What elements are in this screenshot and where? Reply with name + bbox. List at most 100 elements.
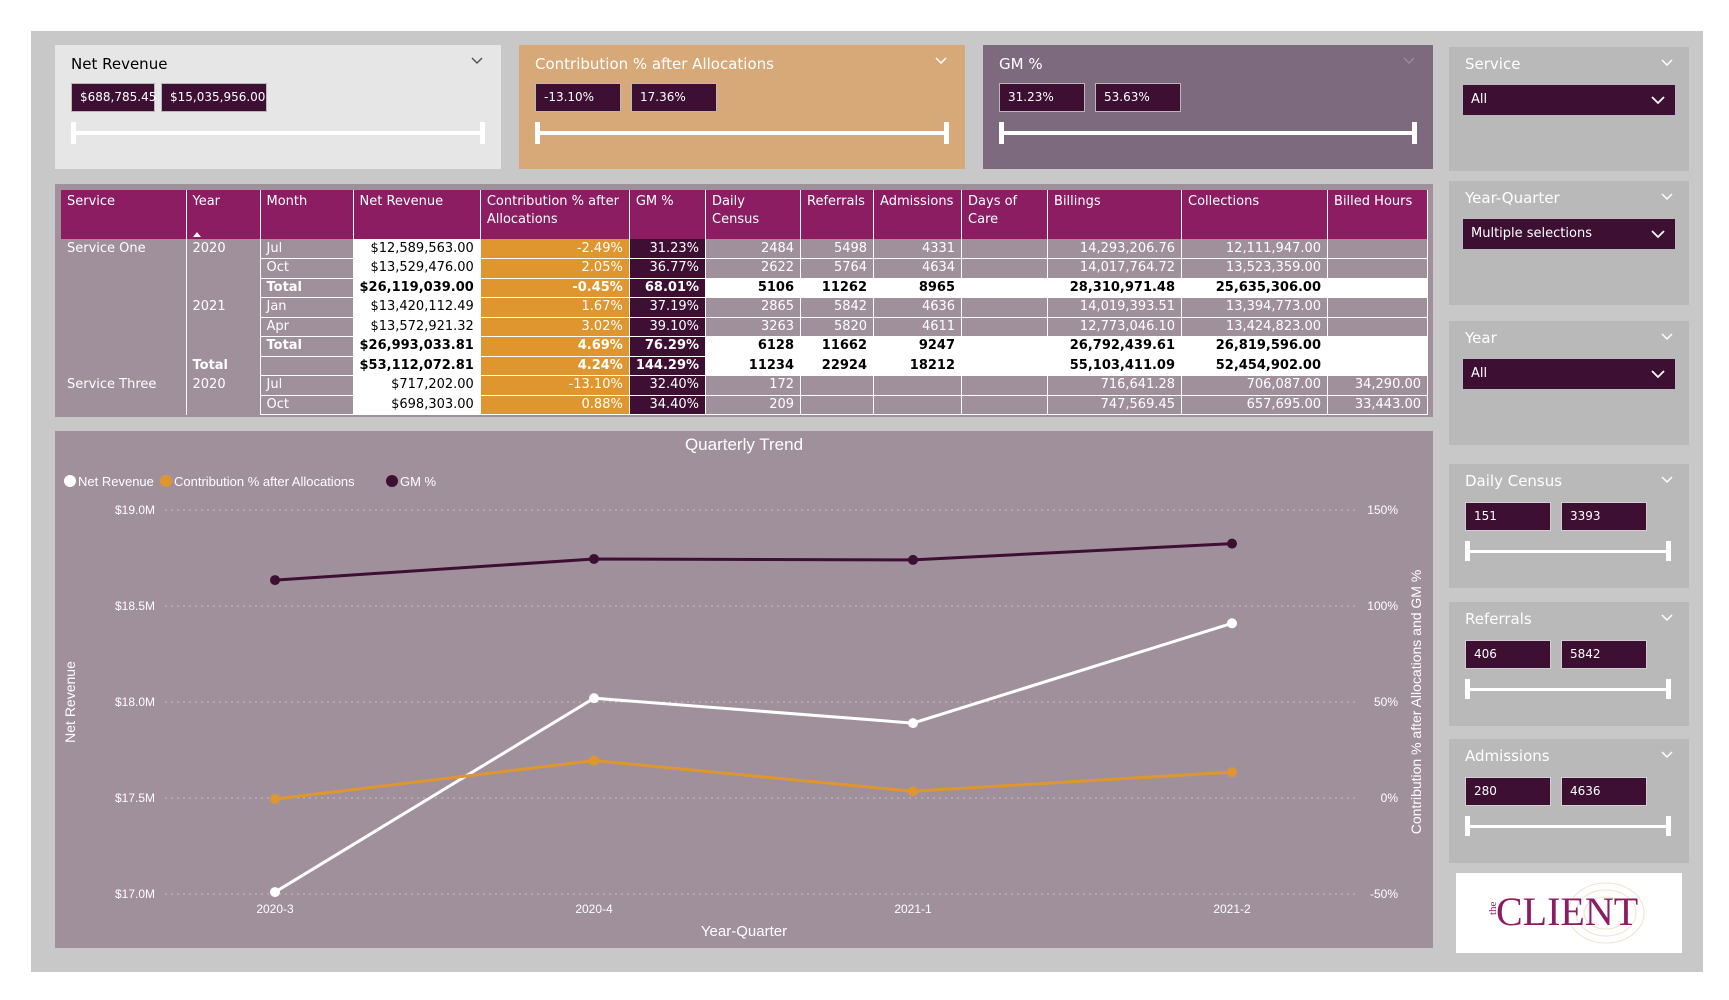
table-cell: 14,293,206.76 [1047, 239, 1183, 259]
table-cell: 13,394,773.00 [1181, 297, 1329, 318]
range-max-handle[interactable] [1666, 541, 1671, 561]
column-header[interactable]: Year [186, 190, 261, 239]
chevron-down-icon[interactable] [1659, 610, 1675, 626]
range-min-handle[interactable] [1465, 816, 1470, 836]
gm-percent-slicer[interactable]: GM % 31.23% 53.63% [983, 45, 1433, 169]
chevron-down-icon[interactable] [1659, 189, 1675, 205]
column-header[interactable]: Admissions [873, 190, 963, 239]
range-track[interactable] [1465, 688, 1671, 691]
daily-census-slicer[interactable]: Daily Census 151 3393 [1449, 464, 1689, 588]
table-row[interactable]: Oct $698,303.00 0.88% 34.40% 209 747,569.45 65… [61, 395, 1429, 415]
year-slicer[interactable]: Year All [1449, 321, 1689, 445]
max-value-box[interactable]: 5842 [1561, 640, 1647, 669]
table-row[interactable]: Service One 2020 Jul $12,589,563.00 -2.49% 31… [61, 239, 1429, 259]
range-max-handle[interactable] [480, 122, 485, 144]
range-track[interactable] [999, 131, 1417, 135]
table-cell [61, 317, 187, 337]
contribution-slicer[interactable]: Contribution % after Allocations -13.10%… [519, 45, 965, 169]
table-cell: 36.77% [629, 258, 707, 279]
table-cell [1327, 278, 1429, 298]
referrals-slicer[interactable]: Referrals 406 5842 [1449, 602, 1689, 726]
column-header[interactable]: Daily Census [705, 190, 802, 239]
table-cell [961, 297, 1049, 318]
range-min-handle[interactable] [535, 122, 540, 144]
column-header[interactable]: Net Revenue [353, 190, 481, 239]
max-value-box[interactable]: 17.36% [631, 83, 717, 112]
min-value-box[interactable]: -13.10% [535, 83, 621, 112]
service-dropdown[interactable]: All [1463, 85, 1675, 115]
table-cell: 14,019,393.51 [1047, 297, 1183, 318]
column-header[interactable]: Referrals [800, 190, 875, 239]
table-row[interactable]: Total $26,993,033.81 4.69% 76.29% 6128 11662 9… [61, 336, 1429, 357]
max-value-box[interactable]: 53.63% [1095, 83, 1181, 112]
x-axis-title: Year-Quarter [701, 923, 787, 940]
min-value-box[interactable]: 31.23% [999, 83, 1085, 112]
chevron-down-icon[interactable] [469, 53, 485, 69]
chevron-down-icon[interactable] [933, 53, 949, 69]
range-track[interactable] [71, 131, 485, 135]
table-cell [1327, 258, 1429, 279]
table-cell: 706,087.00 [1181, 375, 1329, 396]
table-cell: 5842 [800, 297, 875, 318]
table-row[interactable]: Service Three 2020 Jul $717,202.00 -13.10% 32… [61, 375, 1429, 396]
range-min-handle[interactable] [999, 122, 1004, 144]
admissions-slicer[interactable]: Admissions 280 4636 [1449, 739, 1689, 863]
column-header[interactable]: GM % [629, 190, 707, 239]
table-row[interactable]: Apr $13,572,921.32 3.02% 39.10% 3263 5820 4611… [61, 317, 1429, 337]
min-value-box[interactable]: 151 [1465, 502, 1551, 531]
table-cell: $13,529,476.00 [353, 258, 481, 279]
data-point [908, 786, 918, 797]
table-cell: 32.40% [629, 375, 707, 396]
table-cell [186, 336, 261, 356]
series-line-0 [274, 621, 1233, 894]
min-value-box[interactable]: 280 [1465, 777, 1551, 806]
range-min-handle[interactable] [1465, 541, 1470, 561]
column-header[interactable]: Billings [1047, 190, 1183, 239]
column-header[interactable]: Collections [1181, 190, 1329, 239]
year-quarter-dropdown[interactable]: Multiple selections [1463, 219, 1675, 249]
table-row[interactable]: Total $26,119,039.00 -0.45% 68.01% 5106 11262… [61, 278, 1429, 298]
table-cell: 4331 [873, 239, 963, 259]
max-value-box[interactable]: 3393 [1561, 502, 1647, 531]
range-track[interactable] [1465, 550, 1671, 553]
data-point [270, 887, 280, 898]
column-header[interactable]: Month [260, 190, 354, 239]
chevron-down-icon[interactable] [1659, 747, 1675, 763]
range-max-handle[interactable] [1412, 122, 1417, 144]
column-header[interactable]: Days of Care [961, 190, 1049, 239]
data-matrix[interactable]: Service Year Month Net Revenue Contribution … [55, 184, 1433, 417]
column-header[interactable]: Billed Hours [1327, 190, 1429, 239]
year-dropdown[interactable]: All [1463, 359, 1675, 389]
chevron-down-icon[interactable] [1401, 53, 1417, 69]
sort-ascending-icon[interactable] [192, 232, 201, 237]
table-row[interactable]: Total $53,112,072.81 4.24% 144.29% 11234 2292… [61, 356, 1429, 376]
service-slicer[interactable]: Service All [1449, 47, 1689, 171]
column-header[interactable]: Service [61, 190, 187, 239]
table-row[interactable]: 2021 Jan $13,420,112.49 1.67% 37.19% 2865 5842… [61, 297, 1429, 318]
year-quarter-slicer[interactable]: Year-Quarter Multiple selections [1449, 181, 1689, 305]
max-value-box[interactable]: $15,035,956.00 [161, 83, 267, 112]
chevron-down-icon[interactable] [1659, 329, 1675, 345]
min-value-box[interactable]: 406 [1465, 640, 1551, 669]
table-row[interactable]: Oct $13,529,476.00 2.05% 36.77% 2622 5764 4634… [61, 258, 1429, 279]
range-min-handle[interactable] [1465, 679, 1470, 699]
range-track[interactable] [535, 131, 949, 135]
data-point [589, 693, 599, 704]
slicer-title: GM % [999, 55, 1043, 73]
range-max-handle[interactable] [1666, 816, 1671, 836]
table-cell: 28,310,971.48 [1047, 278, 1183, 298]
table-cell [800, 375, 875, 396]
net-revenue-slicer[interactable]: Net Revenue $688,785.45 $15,035,956.00 [55, 45, 501, 169]
range-min-handle[interactable] [71, 122, 76, 144]
min-value-box[interactable]: $688,785.45 [71, 83, 156, 112]
column-header[interactable]: Contribution % after Allocations [480, 190, 630, 239]
range-max-handle[interactable] [944, 122, 949, 144]
range-track[interactable] [1465, 825, 1671, 828]
quarterly-trend-chart[interactable]: Quarterly Trend Net Revenue Contribution %… [55, 431, 1433, 948]
y2-tick-label: 0% [1381, 791, 1399, 805]
range-max-handle[interactable] [1666, 679, 1671, 699]
max-value-box[interactable]: 4636 [1561, 777, 1647, 806]
chevron-down-icon[interactable] [1659, 472, 1675, 488]
chevron-down-icon[interactable] [1659, 55, 1675, 71]
table-cell [961, 239, 1049, 259]
